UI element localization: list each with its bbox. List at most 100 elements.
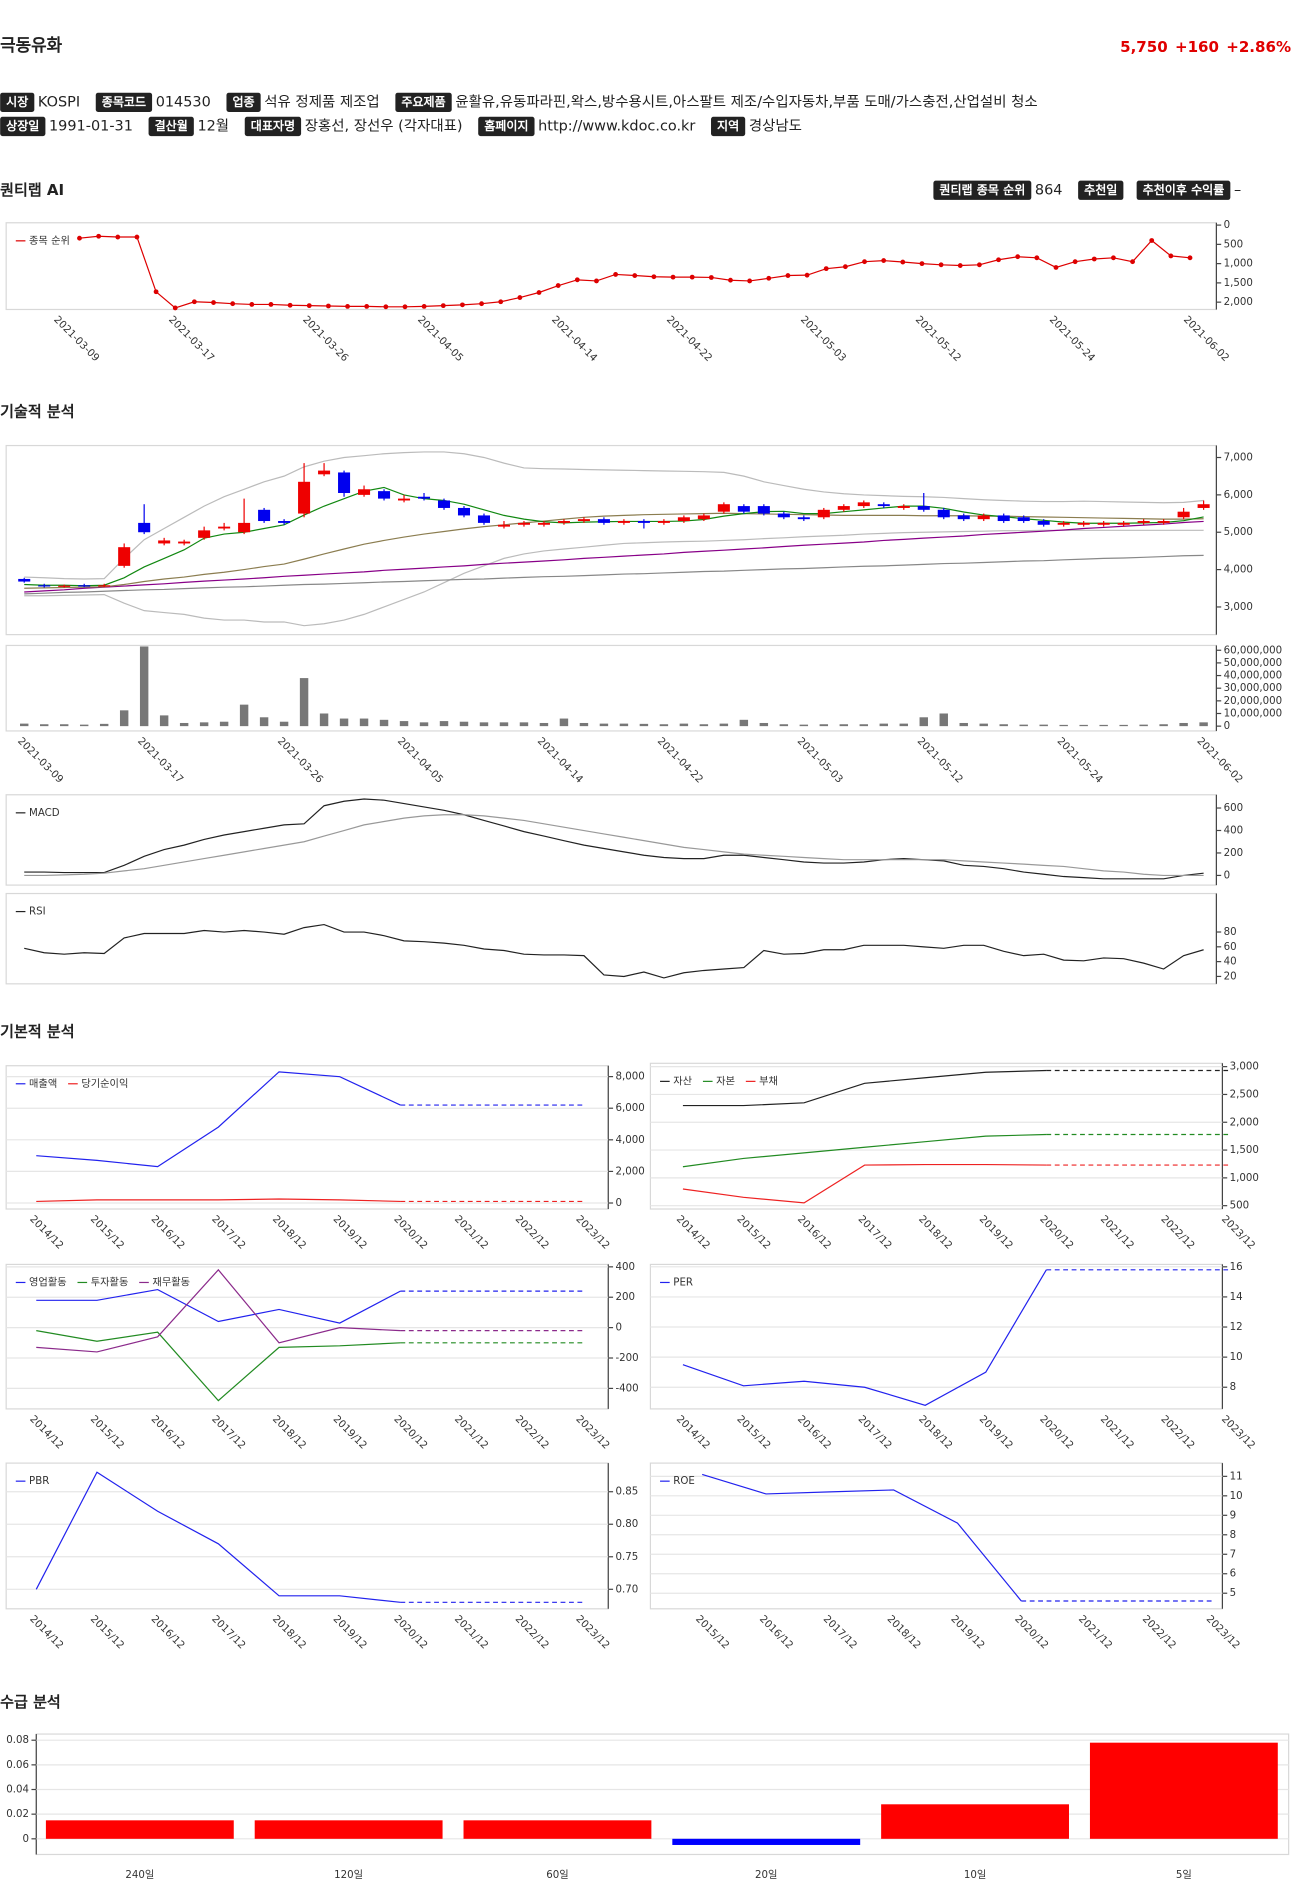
x-tick-label: 2021-03-09 bbox=[15, 736, 65, 786]
bar bbox=[919, 717, 928, 727]
y-tick-label: 10,000,000 bbox=[1224, 708, 1283, 719]
legend-label: 투자활동 bbox=[91, 1275, 129, 1288]
y-tick-label: 200 bbox=[1224, 848, 1244, 859]
section-title: 수급 분석 bbox=[0, 1693, 61, 1711]
marker bbox=[402, 304, 408, 310]
y-tick-label: 6,000 bbox=[1224, 490, 1253, 501]
y-tick-label: 0 bbox=[615, 1323, 622, 1334]
marker bbox=[804, 272, 810, 278]
y-tick-label: 0 bbox=[1224, 721, 1231, 732]
marker bbox=[96, 233, 102, 239]
tag-box bbox=[226, 92, 261, 112]
section-title: 기술적 분석 bbox=[0, 402, 74, 420]
x-tick-label: 2022/12 bbox=[1140, 1614, 1178, 1652]
line-series bbox=[36, 1268, 401, 1353]
marker bbox=[536, 290, 542, 295]
bar bbox=[419, 722, 429, 727]
x-tick-label: 2021/12 bbox=[1098, 1214, 1136, 1252]
marker bbox=[364, 303, 370, 309]
marker bbox=[211, 300, 216, 305]
price-block: 5,750 +160 +2.86% bbox=[1120, 37, 1291, 55]
y-tick-label: 3,000 bbox=[1230, 1062, 1259, 1073]
panel-frame bbox=[5, 644, 1217, 732]
candle-body bbox=[897, 506, 910, 508]
candle-body bbox=[857, 502, 870, 507]
bar bbox=[759, 722, 769, 727]
line-series bbox=[36, 1288, 401, 1324]
y-tick-label: 40 bbox=[1224, 957, 1237, 968]
tag-value: KOSPI bbox=[38, 94, 80, 110]
bar bbox=[1089, 1742, 1278, 1839]
y-tick-label: 8 bbox=[1230, 1382, 1237, 1393]
x-tick-label: 2017/12 bbox=[856, 1414, 894, 1452]
tag-box bbox=[711, 116, 746, 137]
y-tick-label: 0.80 bbox=[615, 1519, 638, 1530]
marker bbox=[555, 283, 561, 288]
y-tick-label: -400 bbox=[615, 1383, 638, 1394]
bar bbox=[1019, 724, 1028, 727]
line-series bbox=[36, 1071, 401, 1168]
y-tick-label: 6,000 bbox=[615, 1103, 644, 1114]
tag-value: – bbox=[1234, 182, 1241, 198]
tag-label: 업종 bbox=[232, 95, 254, 109]
x-tick-label: 2022/12 bbox=[1158, 1214, 1196, 1252]
tag-label: 퀀티랩 종목 순위 bbox=[939, 182, 1025, 197]
x-tick-label: 2014/12 bbox=[27, 1614, 65, 1652]
bar bbox=[672, 1838, 861, 1845]
legend-label: 자산 bbox=[673, 1075, 692, 1087]
line-series bbox=[35, 1471, 401, 1603]
y-tick-label: 3,000 bbox=[1224, 602, 1253, 613]
marker bbox=[957, 263, 963, 268]
x-tick-label: 2021-04-22 bbox=[664, 314, 714, 364]
x-tick-label: 5일 bbox=[1176, 1869, 1192, 1881]
tag-value: 12월 bbox=[197, 117, 229, 134]
x-tick-label: 2018/12 bbox=[916, 1214, 954, 1252]
bar bbox=[579, 722, 589, 727]
marker bbox=[325, 303, 331, 309]
line-series bbox=[682, 1163, 1047, 1204]
bar bbox=[479, 722, 489, 727]
tag-label: 상장일 bbox=[6, 118, 39, 133]
marker bbox=[689, 274, 695, 280]
bar bbox=[254, 1820, 443, 1839]
x-tick-label: 2017/12 bbox=[209, 1414, 247, 1452]
y-tick-label: 10 bbox=[1230, 1491, 1243, 1502]
y-tick-label: 1,500 bbox=[1230, 1145, 1259, 1156]
line-series bbox=[24, 520, 1204, 593]
marker bbox=[1111, 255, 1116, 261]
y-tick-label: 500 bbox=[1230, 1201, 1250, 1212]
homepage-link[interactable]: http://www.kdoc.co.kr bbox=[538, 118, 695, 134]
candle-body bbox=[917, 506, 930, 510]
panel-frame bbox=[5, 892, 1217, 985]
x-tick-label: 2018/12 bbox=[270, 1214, 308, 1252]
bar bbox=[879, 723, 888, 727]
bar bbox=[739, 719, 749, 727]
candle-body bbox=[398, 498, 411, 501]
bar bbox=[299, 678, 309, 727]
y-tick-label: 500 bbox=[1224, 239, 1244, 250]
tag-box bbox=[933, 180, 1032, 200]
legend-label: 영업활동 bbox=[29, 1275, 67, 1288]
legend-label: PER bbox=[673, 1277, 693, 1288]
y-tick-label: 5,000 bbox=[1224, 527, 1253, 538]
bar bbox=[463, 1820, 652, 1839]
bar bbox=[239, 704, 249, 727]
y-tick-label: 6 bbox=[1230, 1569, 1237, 1580]
marker bbox=[479, 301, 484, 307]
y-tick-label: 7 bbox=[1230, 1549, 1237, 1560]
bar bbox=[45, 1820, 234, 1839]
y-tick-label: 1,000 bbox=[1230, 1173, 1259, 1184]
legend-label: 자본 bbox=[716, 1075, 735, 1087]
tag-label: 결산월 bbox=[155, 118, 188, 133]
candle-body bbox=[198, 530, 211, 538]
bar bbox=[679, 723, 689, 727]
marker bbox=[498, 299, 504, 305]
candle-body bbox=[1037, 521, 1050, 525]
marker bbox=[862, 259, 867, 265]
tag-value: 석유 정제품 제조업 bbox=[264, 93, 379, 110]
x-tick-label: 2021-05-03 bbox=[795, 736, 845, 786]
y-tick-label: -200 bbox=[615, 1353, 638, 1364]
candle-body bbox=[697, 515, 710, 520]
y-tick-label: 12 bbox=[1230, 1322, 1243, 1333]
x-tick-label: 2020/12 bbox=[1037, 1214, 1075, 1252]
